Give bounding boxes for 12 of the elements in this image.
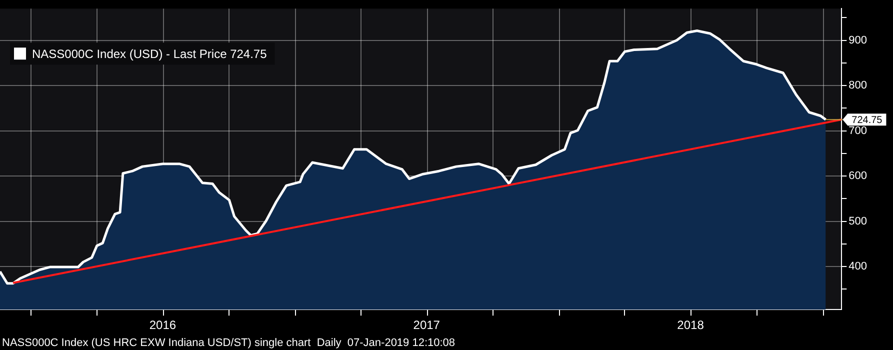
text: NASS000C Index (US HRC EXW Indiana USD/ST) single chart Daily 07-Jan-2019 12:10:08 bbox=[2, 337, 456, 350]
y-tick-label: 500 bbox=[848, 215, 868, 228]
y-tick-label: 600 bbox=[848, 170, 868, 182]
x-tick-label: 2017 bbox=[413, 318, 440, 332]
y-tick-label: 800 bbox=[848, 80, 868, 92]
y-tick-label: 700 bbox=[848, 124, 868, 137]
x-tick-label: 2018 bbox=[677, 318, 704, 332]
annotation: 724.75 bbox=[852, 114, 883, 126]
x-tick-label: 2016 bbox=[149, 318, 176, 332]
legend-label: NASS000C Index (USD) - Last Price 724.75 bbox=[32, 46, 268, 61]
y-tick-label: 400 bbox=[848, 260, 868, 273]
y-tick-label: 900 bbox=[848, 34, 868, 46]
